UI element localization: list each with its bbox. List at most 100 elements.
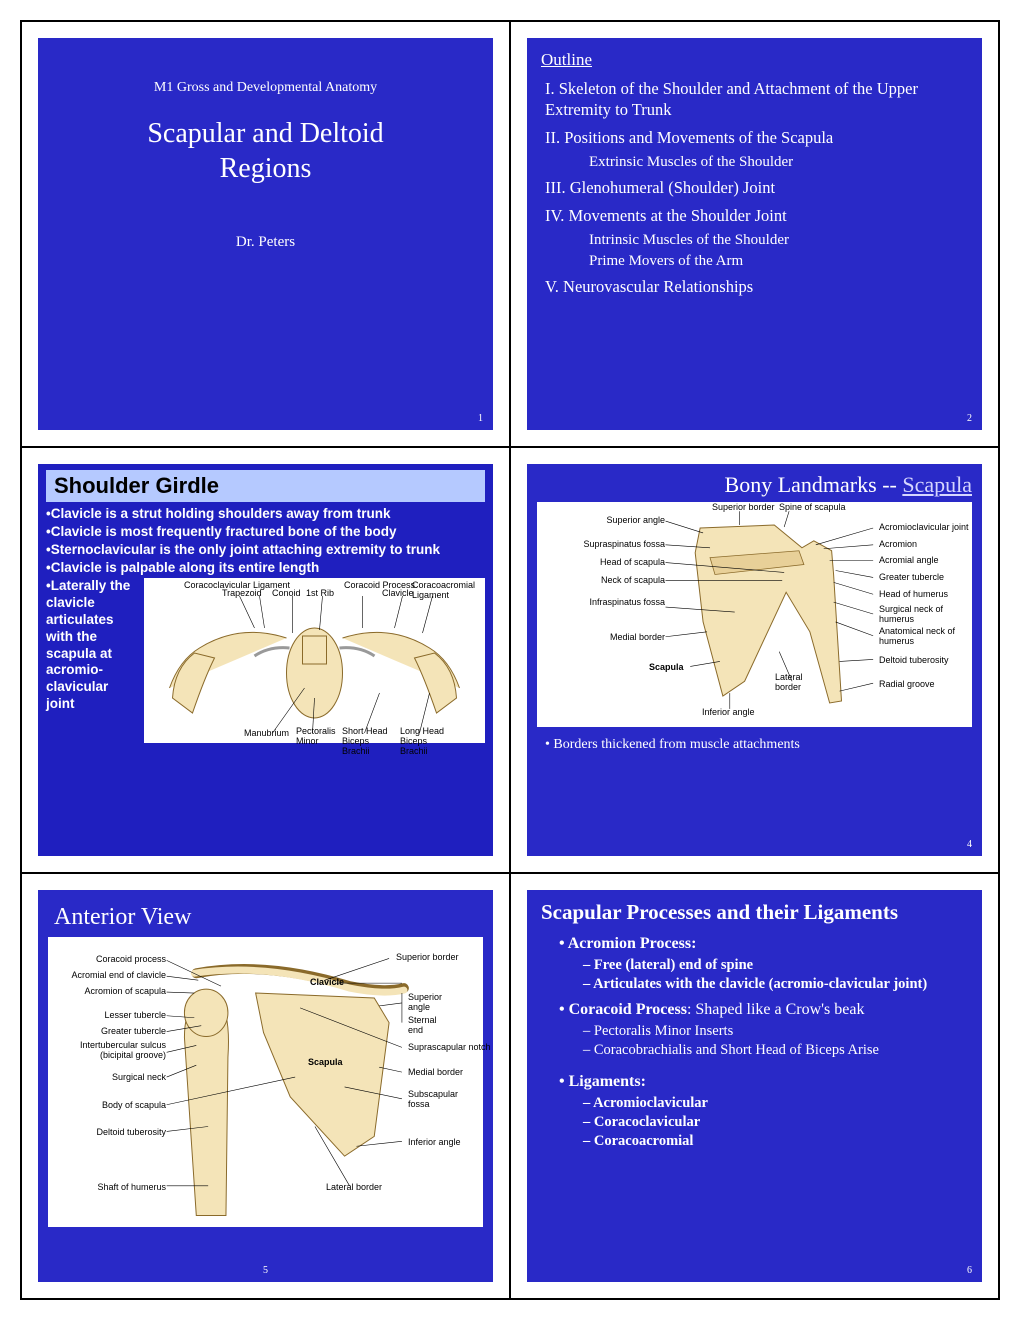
lbl-acromion: Acromion xyxy=(879,539,917,549)
girdle-bullet-4: •Clavicle is palpable along its entire l… xyxy=(46,560,485,575)
coracoid-d1: – Pectoralis Minor Inserts xyxy=(583,1023,968,1040)
title-scapula-link: Scapula xyxy=(902,472,972,497)
lbl-supborder: Superior border xyxy=(396,952,459,962)
processes-title: Scapular Processes and their Ligaments xyxy=(541,900,968,925)
slide-anterior-view: Anterior View xyxy=(38,890,493,1282)
coracoid-heading: • Coracoid Process: Shaped like a Crow's… xyxy=(559,1001,968,1019)
lbl-delttub: Deltoid tuberosity xyxy=(879,655,949,665)
lbl-shafthum: Shaft of humerus xyxy=(76,1182,166,1192)
acromion-d2: – Articulates with the clavicle (acromio… xyxy=(583,976,968,993)
lbl-surgneck: Surgical neck of humerus xyxy=(879,604,974,624)
lbl-latborder: Lateral border xyxy=(775,672,815,692)
anterior-title: Anterior View xyxy=(54,904,483,931)
lbl-clavicle: Clavicle xyxy=(382,588,414,598)
lbl-supborder: Superior border xyxy=(712,502,775,512)
lbl-infangle: Inferior angle xyxy=(702,707,755,717)
cell-1: M1 Gross and Developmental Anatomy Scapu… xyxy=(21,21,510,447)
outline-ii-sub: Extrinsic Muscles of the Shoulder xyxy=(589,154,968,171)
coracoid-d2: – Coracobrachialis and Short Head of Bic… xyxy=(583,1042,968,1059)
outline-heading: Outline xyxy=(541,50,968,70)
cell-3: Shoulder Girdle •Clavicle is a strut hol… xyxy=(21,447,510,873)
title-line2: Regions xyxy=(220,153,312,184)
slide-bony-landmarks: Bony Landmarks -- Scapula xyxy=(527,464,982,856)
author-name: Dr. Peters xyxy=(52,234,479,251)
acromion-heading: • Acromion Process: xyxy=(559,935,968,953)
title-pre: Bony Landmarks -- xyxy=(725,472,903,497)
outline-ii: II. Positions and Movements of the Scapu… xyxy=(545,127,968,148)
girdle-bullet-2: •Clavicle is most frequently fractured b… xyxy=(46,524,485,539)
lig-d3: – Coracoacromial xyxy=(583,1133,968,1150)
lbl-rib1: 1st Rib xyxy=(306,588,334,598)
outline-v: V. Neurovascular Relationships xyxy=(545,276,968,297)
lbl-scapula: Scapula xyxy=(308,1057,343,1067)
presentation-title: Scapular and Deltoid Regions xyxy=(52,116,479,186)
lbl-subscapf: Subscapular fossa xyxy=(408,1089,473,1109)
slide-title: M1 Gross and Developmental Anatomy Scapu… xyxy=(38,38,493,430)
outline-i: I. Skeleton of the Shoulder and Attachme… xyxy=(545,78,968,121)
lbl-medborder: Medial border xyxy=(408,1067,463,1077)
handout-grid: M1 Gross and Developmental Anatomy Scapu… xyxy=(20,20,1000,1300)
lbl-coracoacromial: Coracoacromial Ligament xyxy=(412,580,482,600)
lbl-headscap: Head of scapula xyxy=(575,557,665,567)
lbl-gtubercle: Greater tubercle xyxy=(879,572,944,582)
lbl-pecminor: Pectoralis Minor xyxy=(296,726,341,746)
lbl-latborder: Lateral border xyxy=(326,1182,382,1192)
lbl-supangle: Superior angle xyxy=(575,515,665,525)
slide-outline: Outline I. Skeleton of the Shoulder and … xyxy=(527,38,982,430)
girdle-side-text: •Laterally the clavicle articulates with… xyxy=(46,578,138,743)
girdle-row: •Laterally the clavicle articulates with… xyxy=(46,578,485,743)
lbl-anatneck: Anatomical neck of humerus xyxy=(879,626,974,646)
lbl-bodyscap: Body of scapula xyxy=(78,1100,166,1110)
lbl-conoid: Conoid xyxy=(272,588,301,598)
girdle-svg xyxy=(144,578,485,743)
ligaments-heading: • Ligaments: xyxy=(559,1073,968,1091)
lbl-acrangle: Acromial angle xyxy=(879,555,939,565)
lbl-infraspf: Infraspinatus fossa xyxy=(585,597,665,607)
outline-iv-sub1: Intrinsic Muscles of the Shoulder xyxy=(589,232,968,249)
lbl-longhead: Long Head Biceps Brachii xyxy=(400,726,455,756)
lbl-medborder: Medial border xyxy=(585,632,665,642)
cell-4: Bony Landmarks -- Scapula xyxy=(510,447,999,873)
lbl-acromion: Acromion of scapula xyxy=(58,986,166,996)
lbl-coracoid: Coracoid process xyxy=(66,954,166,964)
lbl-infangle: Inferior angle xyxy=(408,1137,461,1147)
lbl-intertub: Intertubercular sulcus (bicipital groove… xyxy=(48,1040,166,1060)
scapula-posterior-diagram: Superior angle Superior border Spine of … xyxy=(537,502,972,727)
lbl-acjoint: Acromioclavicular joint xyxy=(879,522,969,532)
outline-iii: III. Glenohumeral (Shoulder) Joint xyxy=(545,177,968,198)
lbl-scapula: Scapula xyxy=(649,662,684,672)
lbl-neckscap: Neck of scapula xyxy=(575,575,665,585)
girdle-bullet-3: •Sternoclavicular is the only joint atta… xyxy=(46,542,485,557)
acromion-d1: – Free (lateral) end of spine xyxy=(583,957,968,974)
girdle-diagram: Coracoclavicular Ligament Trapezoid Cono… xyxy=(144,578,485,743)
girdle-header: Shoulder Girdle xyxy=(46,470,485,502)
outline-iv: IV. Movements at the Shoulder Joint xyxy=(545,205,968,226)
cell-2: Outline I. Skeleton of the Shoulder and … xyxy=(510,21,999,447)
cell-5: Anterior View xyxy=(21,873,510,1299)
lig-d2: – Coracoclavicular xyxy=(583,1114,968,1131)
lbl-acend: Acromial end of clavicle xyxy=(48,970,166,980)
lbl-shorthead: Short Head Biceps Brachii xyxy=(342,726,397,756)
lbl-supangle: Superior angle xyxy=(408,992,458,1012)
lbl-spine: Spine of scapula xyxy=(779,502,846,512)
lbl-suprasn: Suprascapular notch xyxy=(408,1042,491,1052)
lbl-surgneck: Surgical neck xyxy=(93,1072,166,1082)
lbl-gtubercle: Greater tubercle xyxy=(70,1026,166,1036)
lbl-manubrium: Manubrium xyxy=(244,728,289,738)
landmarks-note: • Borders thickened from muscle attachme… xyxy=(545,737,972,753)
lbl-headhum: Head of humerus xyxy=(879,589,948,599)
slide-shoulder-girdle: Shoulder Girdle •Clavicle is a strut hol… xyxy=(38,464,493,856)
slide-number: 5 xyxy=(263,1265,268,1276)
anterior-diagram: Coracoid process Acromial end of clavicl… xyxy=(48,937,483,1227)
slide-number: 2 xyxy=(967,413,972,424)
lbl-sternend: Sternal end xyxy=(408,1015,453,1035)
lbl-trapezoid: Trapezoid xyxy=(222,588,262,598)
slide-number: 6 xyxy=(967,1265,972,1276)
lbl-supraspf: Supraspinatus fossa xyxy=(555,539,665,549)
coracoid-h-rest: : Shaped like a Crow's beak xyxy=(687,1001,865,1018)
slide-number: 1 xyxy=(478,413,483,424)
slide-processes-ligaments: Scapular Processes and their Ligaments •… xyxy=(527,890,982,1282)
course-subtitle: M1 Gross and Developmental Anatomy xyxy=(52,80,479,96)
coracoid-h-bold: • Coracoid Process xyxy=(559,1001,687,1018)
landmarks-title: Bony Landmarks -- Scapula xyxy=(537,472,972,498)
